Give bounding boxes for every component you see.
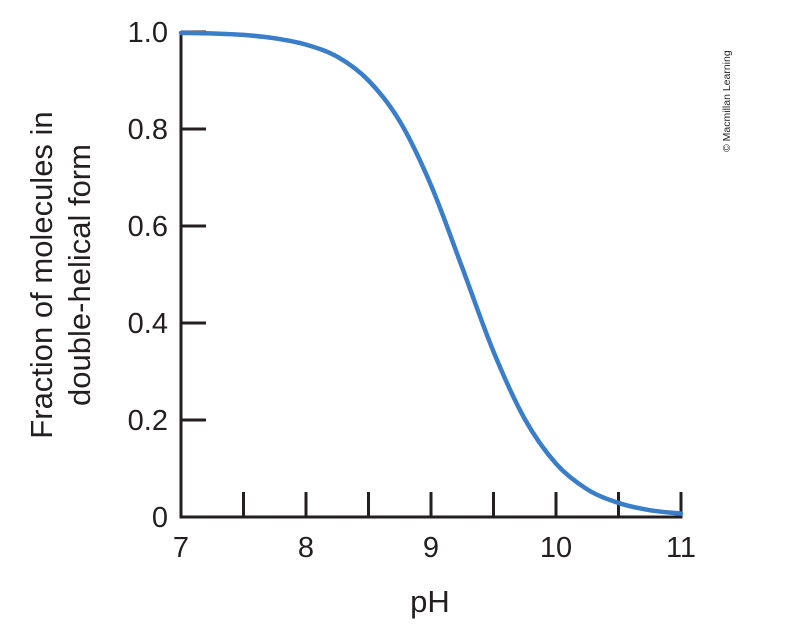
axes (179, 31, 683, 519)
x-tick-label: 8 (298, 532, 314, 564)
x-tick-label: 7 (173, 532, 189, 564)
y-axis-title-line-2: double-helical form (62, 144, 97, 406)
ticks (179, 30, 683, 519)
series-curve (178, 30, 684, 516)
x-tick-label: 10 (540, 532, 572, 564)
x-tick-label: 9 (423, 532, 439, 564)
tick-labels: 0 0.2 0.4 0.6 0.8 1.0 7 8 9 10 11 (128, 17, 696, 564)
y-tick-label: 0.4 (128, 308, 168, 340)
x-axis-title: pH (410, 584, 450, 619)
y-tick-label: 0 (152, 502, 168, 534)
x-tick-label: 11 (666, 532, 696, 564)
copyright-credit: © Macmillan Learning (721, 50, 733, 152)
y-tick-label: 0.2 (128, 405, 168, 437)
y-tick-label: 0.6 (128, 211, 168, 243)
y-tick-label: 1.0 (128, 17, 168, 49)
y-tick-label: 0.8 (128, 114, 168, 146)
y-axis-title-line-1: Fraction of molecules in (24, 111, 59, 438)
